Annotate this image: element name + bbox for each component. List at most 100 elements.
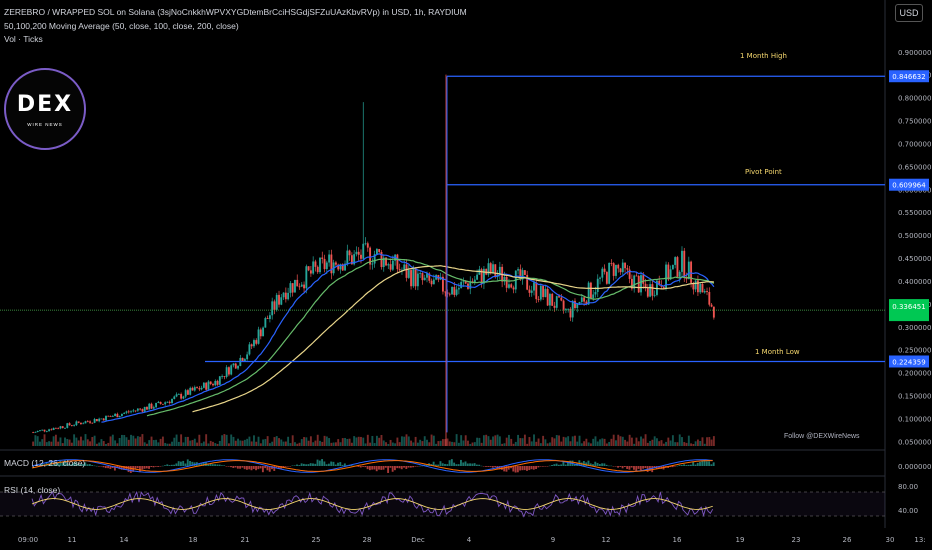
candle-body [694,280,697,290]
macd-histogram-bar [239,466,242,469]
y-tick-label: 0.750000 [898,118,931,126]
macd-histogram-bar [339,462,342,466]
currency-button[interactable]: USD [895,4,923,22]
macd-histogram-bar [710,464,713,466]
volume-bar [54,434,57,446]
volume-bar [621,436,624,446]
volume-bar [202,441,205,446]
volume-bar [378,437,381,446]
macd-histogram-bar [148,466,150,469]
candle-body [508,284,510,288]
macd-histogram-bar [441,463,444,466]
candle-body [209,381,212,385]
macd-histogram-bar [118,466,121,470]
rsi-title[interactable]: RSI (14, close) [4,485,61,495]
macd-histogram-bar [633,466,635,470]
candle-body [86,421,89,423]
macd-histogram-bar [692,461,695,466]
macd-histogram-bar [635,466,638,471]
candle-body [330,254,333,274]
volume-bar [419,439,422,446]
candle-body [134,410,137,412]
macd-histogram-bar [539,466,542,467]
ma-indicator-label[interactable]: 50,100,200 Moving Average (50, close, 10… [4,21,239,31]
volume-indicator-label[interactable]: Vol · Ticks [4,34,43,44]
volume-bar [80,436,82,446]
level-price-tag-text: 0.846632 [892,73,925,81]
volume-bar [403,436,406,446]
candle-body [560,297,563,301]
volume-bar [319,440,321,446]
candle-body [551,293,554,306]
volume-bar [187,436,189,446]
candle-body [523,270,526,275]
volume-bar [216,443,219,446]
candle-body [189,387,192,395]
volume-bar [662,443,665,446]
volume-bar [469,443,472,446]
volume-bar [86,439,89,446]
macd-histogram-bar [382,466,385,470]
macd-histogram-bar [107,466,110,469]
candle-body [100,418,103,420]
candle-body [683,250,686,278]
candle-body [362,243,365,259]
macd-histogram-bar [362,466,364,467]
candle-body [225,367,228,377]
macd-histogram-bar [191,461,194,466]
candle-body [423,277,426,281]
macd-histogram-bar [223,465,226,466]
candle-body [589,282,592,299]
y-tick-label: 0.550000 [898,209,931,217]
macd-histogram-bar [318,460,321,466]
macd-histogram-bar [179,461,182,466]
macd-histogram-bar [225,466,228,467]
macd-histogram-bar [273,466,276,471]
volume-bar [642,438,645,446]
candle-body [296,279,299,287]
volume-bar [43,434,46,446]
volume-bar [173,437,176,446]
volume-bar [435,443,438,446]
volume-bar [105,443,107,446]
candle-body [143,406,146,412]
volume-bar [414,436,417,446]
volume-bar [278,438,280,446]
volume-bar [298,442,301,446]
candle-body [70,425,73,427]
y-tick-label: 0.700000 [898,140,931,148]
macd-histogram-bar [88,464,91,466]
volume-bar [428,442,431,446]
candle-body [48,429,51,432]
volume-bar [371,435,374,446]
candle-body [105,415,107,421]
volume-bar [362,437,365,446]
macd-histogram-bar [159,466,162,467]
macd-title[interactable]: MACD (12, 26, close) [4,458,86,468]
macd-histogram-bar [41,463,43,466]
candle-body [118,415,121,418]
volume-bar [624,439,627,446]
volume-bar [255,441,258,446]
volume-bar [542,435,545,446]
macd-histogram-bar [535,466,538,470]
rsi-axis-tick: 80.00 [898,483,918,491]
volume-bar [703,443,706,446]
candle-body [141,409,144,412]
volume-bar [510,438,513,446]
volume-bar [111,434,114,446]
volume-bar [77,440,80,446]
candle-body [401,269,403,271]
macd-histogram-bar [305,464,308,466]
volume-bar [667,437,670,446]
level-price-tag-text: 0.609964 [892,182,926,190]
candle-body [706,291,708,292]
candle-body [282,292,285,298]
volume-bar [146,443,148,446]
candle-body [451,287,453,295]
x-tick-label: 13: [914,536,925,544]
macd-histogram-bar [259,466,262,469]
macd-histogram-bar [232,466,235,469]
macd-histogram-bar [683,464,686,466]
